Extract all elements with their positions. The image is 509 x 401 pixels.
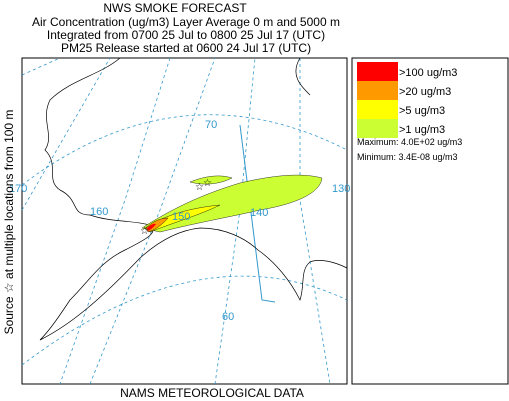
- source-star: ☆: [203, 178, 212, 189]
- legend-swatch: [357, 100, 398, 119]
- legend-label: >1 ug/m3: [399, 124, 445, 136]
- source-star: ☆: [195, 182, 204, 193]
- plume-contour: [189, 175, 233, 185]
- source-star: ☆: [140, 226, 149, 237]
- legend-swatch: [357, 119, 398, 138]
- subtitle: Air Concentration (ug/m3) Layer Average …: [32, 15, 340, 29]
- legend-label: >5 ug/m3: [399, 105, 445, 117]
- grid-label: 140: [250, 207, 268, 219]
- grid-label: 160: [90, 206, 108, 218]
- legend: Maximum: 4.0E+02 ug/m3 Minimum: 3.4E-08 …: [351, 57, 509, 385]
- source-markers: ☆ ☆ ☆: [140, 178, 212, 237]
- plume-contour: [147, 223, 156, 231]
- minimum: Minimum: 3.4E-08 ug/m3: [357, 152, 458, 162]
- grid-label: 170: [9, 183, 27, 195]
- plume: [141, 174, 323, 233]
- grid-label: 150: [172, 211, 190, 223]
- subtitle: Integrated from 0700 25 Jul to 0800 25 J…: [47, 28, 325, 42]
- map: ☆ ☆ ☆ 70 170 160 150 140 130 60: [9, 57, 350, 385]
- legend-swatch: [357, 62, 398, 81]
- side-label: Source ☆ at multiple locations from 100 …: [2, 110, 16, 335]
- plume-contour: [144, 204, 221, 233]
- legend-label: >20 ug/m3: [399, 86, 451, 98]
- coastline: [39, 57, 348, 341]
- grid-label: 60: [222, 311, 234, 323]
- legend-label: >100 ug/m3: [399, 67, 457, 79]
- subtitle: PM25 Release started at 0600 24 Jul 17 (…: [61, 41, 311, 55]
- footer: NAMS METEOROLOGICAL DATA: [120, 386, 304, 400]
- legend-swatch: [357, 81, 398, 100]
- grid-label: 130: [332, 183, 350, 195]
- maximum: Maximum: 4.0E+02 ug/m3: [357, 137, 462, 147]
- title: NWS SMOKE FORECAST: [103, 1, 247, 15]
- grid-label: 70: [205, 119, 217, 131]
